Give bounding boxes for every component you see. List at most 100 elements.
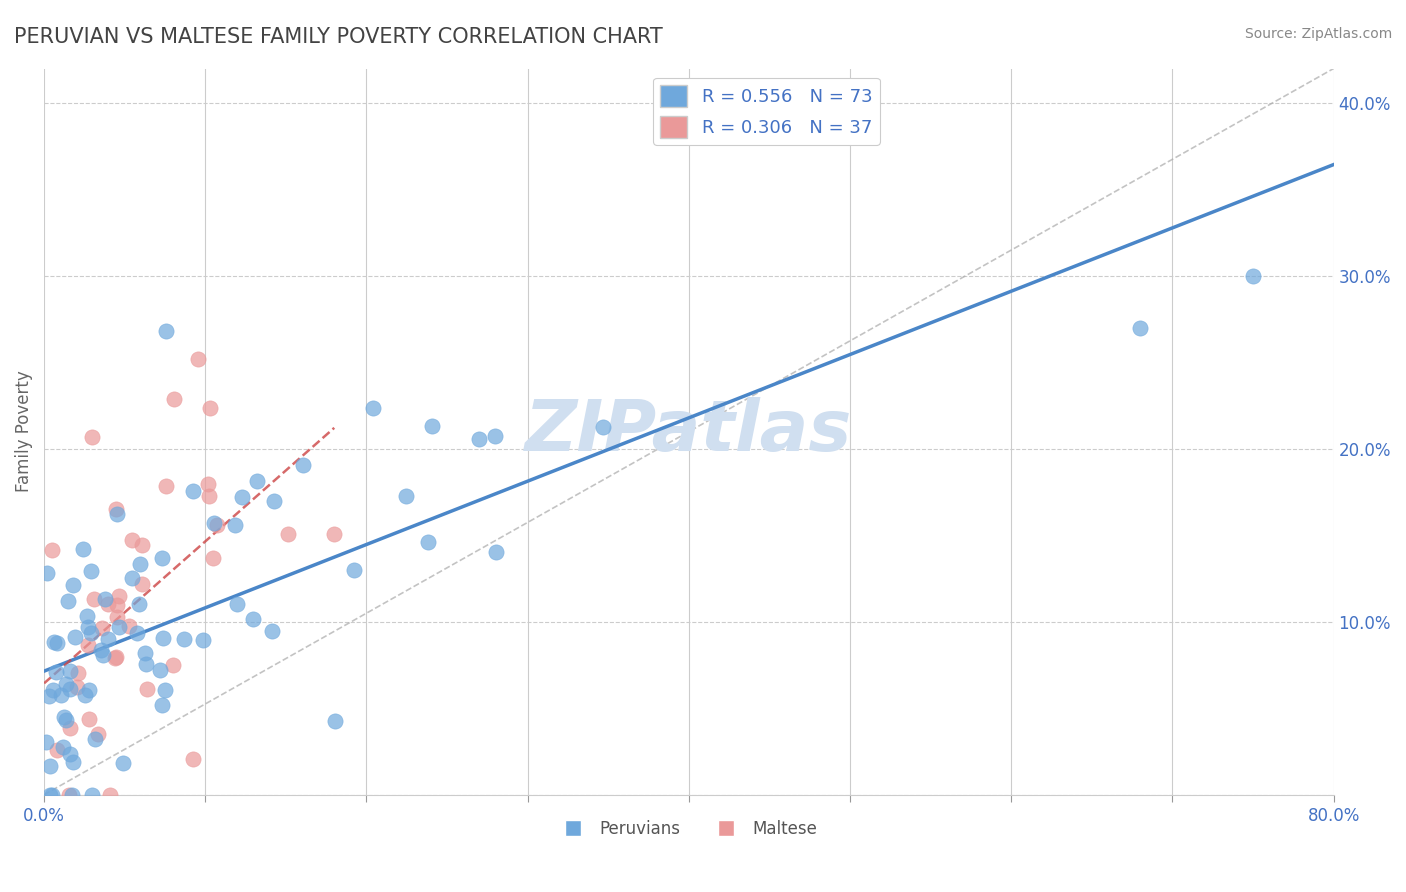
Point: [150, 551, 173, 566]
Point: [128, 597, 150, 611]
Point: [91, 648, 114, 662]
Point: [42, 683, 65, 698]
Point: [39, 788, 62, 802]
Point: [155, 324, 177, 338]
Point: [93, 591, 115, 606]
Point: [242, 612, 264, 626]
Y-axis label: Family Poverty: Family Poverty: [15, 371, 32, 492]
Point: [45, 665, 67, 679]
Point: [263, 494, 285, 508]
Point: [77, 683, 100, 698]
Point: [149, 663, 172, 677]
Point: [41, 543, 63, 558]
Point: [468, 432, 491, 446]
Point: [323, 714, 346, 728]
Point: [58, 594, 80, 608]
Point: [118, 619, 141, 633]
Point: [76, 638, 98, 652]
Point: [90, 643, 112, 657]
Point: [197, 477, 219, 491]
Point: [107, 610, 129, 624]
Point: [1129, 321, 1152, 335]
Point: [52, 739, 75, 754]
Point: [187, 351, 209, 366]
Point: [484, 429, 506, 443]
Point: [225, 598, 247, 612]
Point: [98, 788, 121, 802]
Point: [111, 756, 134, 771]
Point: [80, 625, 103, 640]
Point: [201, 550, 224, 565]
Point: [191, 633, 214, 648]
Point: [97, 632, 120, 646]
Point: [131, 538, 153, 552]
Point: [202, 516, 225, 530]
Point: [73, 688, 96, 702]
Point: [181, 752, 204, 766]
Point: [41, 788, 63, 802]
Point: [52, 709, 75, 723]
Point: [150, 698, 173, 712]
Text: ZIPatlas: ZIPatlas: [526, 397, 852, 467]
Point: [260, 624, 283, 639]
Point: [163, 392, 186, 407]
Point: [45, 743, 67, 757]
Point: [83, 591, 105, 606]
Point: [246, 474, 269, 488]
Point: [361, 401, 384, 416]
Point: [59, 681, 82, 696]
Point: [121, 572, 143, 586]
Point: [39, 758, 62, 772]
Point: [60, 788, 83, 802]
Point: [323, 527, 346, 541]
Point: [49, 688, 72, 702]
Point: [46, 636, 69, 650]
Point: [62, 756, 84, 770]
Point: [105, 598, 128, 612]
Point: [162, 658, 184, 673]
Point: [153, 683, 176, 698]
Point: [104, 501, 127, 516]
Point: [91, 621, 114, 635]
Point: [136, 682, 159, 697]
Point: [173, 632, 195, 646]
Point: [131, 577, 153, 591]
Point: [42, 635, 65, 649]
Point: [59, 721, 82, 735]
Point: [83, 731, 105, 746]
Point: [66, 681, 89, 695]
Point: [231, 491, 253, 505]
Point: [416, 534, 439, 549]
Point: [87, 727, 110, 741]
Point: [592, 420, 614, 434]
Point: [135, 657, 157, 672]
Point: [127, 625, 149, 640]
Text: PERUVIAN VS MALTESE FAMILY POVERTY CORRELATION CHART: PERUVIAN VS MALTESE FAMILY POVERTY CORRE…: [14, 27, 662, 46]
Point: [82, 788, 104, 802]
Point: [77, 712, 100, 726]
Point: [200, 401, 222, 415]
Point: [55, 677, 77, 691]
Point: [35, 566, 58, 580]
Point: [205, 518, 228, 533]
Point: [77, 620, 100, 634]
Point: [97, 597, 120, 611]
Point: [107, 589, 129, 603]
Point: [104, 650, 127, 665]
Point: [395, 489, 418, 503]
Point: [58, 788, 80, 802]
Point: [63, 630, 86, 644]
Point: [155, 479, 177, 493]
Point: [82, 430, 104, 444]
Point: [224, 517, 246, 532]
Point: [38, 689, 60, 703]
Point: [62, 578, 84, 592]
Point: [104, 651, 127, 665]
Point: [108, 620, 131, 634]
Point: [121, 533, 143, 547]
Point: [59, 664, 82, 678]
Point: [55, 713, 77, 727]
Point: [198, 489, 221, 503]
Point: [277, 526, 299, 541]
Legend: Peruvians, Maltese: Peruvians, Maltese: [554, 814, 824, 845]
